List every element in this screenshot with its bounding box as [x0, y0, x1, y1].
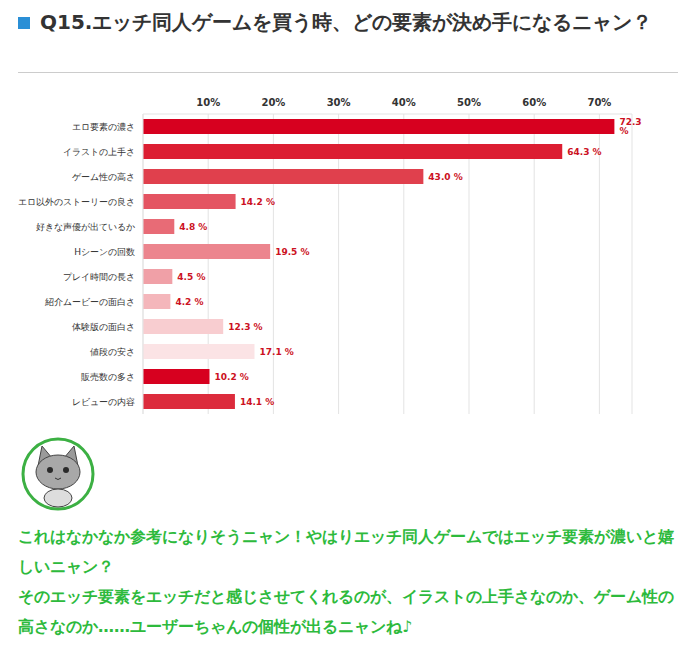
svg-text:プレイ時間の長さ: プレイ時間の長さ [63, 272, 135, 282]
svg-text:紹介ムービーの面白さ: 紹介ムービーの面白さ [44, 297, 135, 307]
svg-text:10%: 10% [196, 97, 220, 108]
svg-text:50%: 50% [457, 97, 481, 108]
html-text:Q15.エッチ同人ゲームを買う時、どの要素が決め手になるニャ: Q15.エッチ同人ゲームを買う時、どの要素が決め手になるニャン？ [40, 10, 653, 34]
svg-text:販売数の多さ: 販売数の多さ [81, 372, 135, 382]
html-text:これはなかなか参考になりそうニャン！やはりエッチ同人ゲームで: これはなかなか参考になりそうニャン！やはりエッチ同人ゲームではエッチ要素が濃いと… [18, 527, 674, 576]
svg-text:ゲーム性の高さ: ゲーム性の高さ [72, 172, 135, 182]
svg-text:4.8 %: 4.8 % [179, 222, 207, 232]
svg-text:30%: 30% [327, 97, 351, 108]
svg-text:4.2 %: 4.2 % [175, 297, 203, 307]
svg-text:14.2 %: 14.2 % [241, 197, 275, 207]
svg-text:エロ以外のストーリーの良さ: エロ以外のストーリーの良さ [18, 197, 135, 207]
svg-text:レビューの内容: レビューの内容 [72, 397, 135, 407]
svg-text:17.1 %: 17.1 % [259, 347, 293, 357]
svg-text:体験版の面白さ: 体験版の面白さ [72, 322, 135, 332]
svg-text:60%: 60% [522, 97, 546, 108]
svg-text:64.3 %: 64.3 % [567, 147, 601, 157]
svg-text:好きな声優が出ているか: 好きな声優が出ているか [36, 222, 135, 232]
svg-text:20%: 20% [261, 97, 285, 108]
svg-text:40%: 40% [392, 97, 416, 108]
svg-text:エロ要素の濃さ: エロ要素の濃さ [72, 122, 135, 132]
svg-text:70%: 70% [587, 97, 611, 108]
html-text:そのエッチ要素をエッチだと感じさせてくれるのが、イラストの上: そのエッチ要素をエッチだと感じさせてくれるのが、イラストの上手さなのか、ゲーム性… [18, 587, 674, 636]
svg-text:イラストの上手さ: イラストの上手さ [63, 147, 135, 157]
svg-text:14.1 %: 14.1 % [240, 397, 274, 407]
svg-text:Hシーンの回数: Hシーンの回数 [74, 247, 135, 257]
svg-text:19.5 %: 19.5 % [275, 247, 309, 257]
svg-text:72.3%: 72.3% [619, 117, 641, 136]
svg-text:12.3 %: 12.3 % [228, 322, 262, 332]
svg-text:4.5 %: 4.5 % [177, 272, 205, 282]
svg-text:43.0 %: 43.0 % [428, 172, 462, 182]
svg-text:10.2 %: 10.2 % [215, 372, 249, 382]
svg-text:値段の安さ: 値段の安さ [90, 347, 135, 357]
